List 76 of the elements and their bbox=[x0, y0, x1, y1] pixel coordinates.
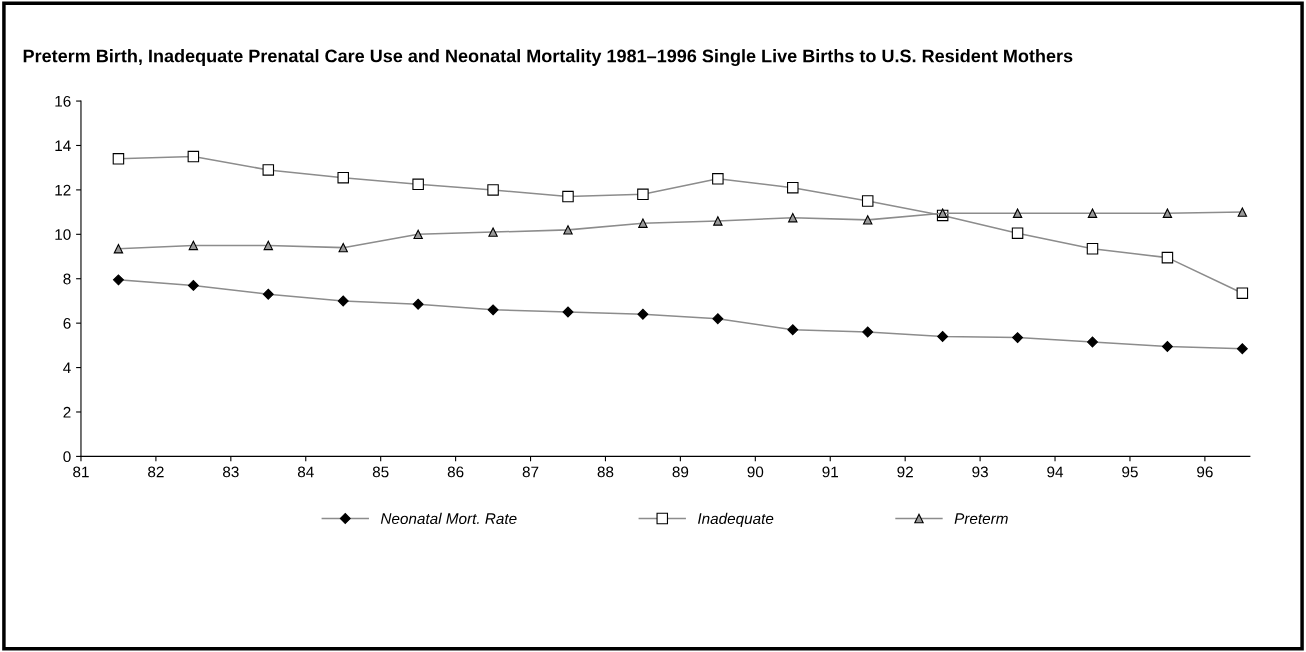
point bbox=[187, 279, 199, 291]
point bbox=[487, 184, 499, 196]
y-tick-label: 0 bbox=[63, 451, 71, 463]
point bbox=[412, 298, 424, 310]
point bbox=[337, 171, 349, 184]
point bbox=[338, 242, 348, 253]
legend-label: Neonatal Mort. Rate bbox=[380, 512, 517, 525]
point bbox=[1012, 332, 1024, 344]
point bbox=[487, 304, 499, 316]
point bbox=[862, 215, 873, 225]
point bbox=[1236, 287, 1249, 299]
y-tick-label: 6 bbox=[63, 318, 71, 329]
x-tick-label: 88 bbox=[597, 466, 614, 478]
point bbox=[562, 190, 574, 203]
x-tick-label: 82 bbox=[148, 466, 164, 478]
point bbox=[187, 150, 200, 163]
x-tick-label: 95 bbox=[1122, 466, 1138, 478]
point bbox=[1011, 227, 1024, 239]
y-tick-label: 14 bbox=[55, 140, 71, 152]
point bbox=[1161, 341, 1173, 352]
point bbox=[488, 227, 498, 237]
y-tick-label: 4 bbox=[63, 362, 71, 374]
y-tick-label: 2 bbox=[63, 406, 71, 418]
x-tick-label: 90 bbox=[747, 466, 764, 478]
point bbox=[262, 164, 275, 176]
point bbox=[1162, 208, 1173, 218]
x-tick-label: 83 bbox=[222, 466, 239, 478]
point bbox=[1086, 242, 1099, 255]
y-tick-label: 10 bbox=[55, 229, 71, 240]
x-tick-label: 84 bbox=[297, 466, 314, 478]
point bbox=[638, 218, 648, 228]
point bbox=[637, 308, 649, 320]
point bbox=[787, 324, 799, 336]
x-tick-label: 94 bbox=[1047, 466, 1064, 478]
point bbox=[112, 274, 124, 286]
x-tick-label: 92 bbox=[897, 466, 913, 478]
x-tick-label: 81 bbox=[73, 466, 89, 478]
y-tick-label: 8 bbox=[63, 273, 71, 285]
point bbox=[937, 208, 948, 218]
point bbox=[637, 188, 649, 201]
point bbox=[1236, 343, 1248, 355]
point bbox=[787, 181, 799, 194]
chart-title: Preterm Birth, Inadequate Prenatal Care Use and Neonatal Mortality 1981–1996 Single Live Births to U.S. Resident Mothers bbox=[23, 49, 1073, 66]
point bbox=[188, 240, 199, 251]
point bbox=[861, 195, 874, 207]
point bbox=[412, 178, 424, 191]
legend-label: Preterm bbox=[954, 513, 1008, 525]
point bbox=[1012, 208, 1023, 218]
x-tick-label: 93 bbox=[972, 466, 988, 478]
point bbox=[1237, 207, 1248, 217]
point bbox=[112, 153, 125, 165]
point bbox=[937, 331, 949, 342]
point bbox=[562, 306, 574, 318]
point bbox=[263, 240, 274, 251]
x-tick-label: 91 bbox=[822, 466, 838, 478]
x-tick-label: 87 bbox=[522, 466, 539, 478]
point bbox=[788, 212, 798, 223]
point bbox=[712, 313, 724, 325]
point bbox=[563, 225, 573, 235]
x-tick-label: 89 bbox=[672, 466, 689, 478]
legend-label: Inadequate bbox=[698, 512, 774, 528]
point bbox=[413, 229, 423, 240]
x-tick-label: 96 bbox=[1197, 466, 1213, 478]
point bbox=[337, 295, 349, 307]
point bbox=[862, 326, 874, 338]
x-tick-label: 86 bbox=[447, 466, 464, 478]
point bbox=[1087, 336, 1098, 348]
y-tick-label: 12 bbox=[55, 184, 71, 196]
point bbox=[1087, 208, 1098, 218]
point bbox=[712, 173, 724, 185]
x-tick-label: 85 bbox=[372, 466, 389, 478]
point bbox=[713, 216, 723, 226]
y-tick-label: 16 bbox=[55, 95, 71, 107]
point bbox=[262, 288, 274, 300]
point bbox=[1161, 251, 1174, 264]
point bbox=[113, 244, 124, 254]
